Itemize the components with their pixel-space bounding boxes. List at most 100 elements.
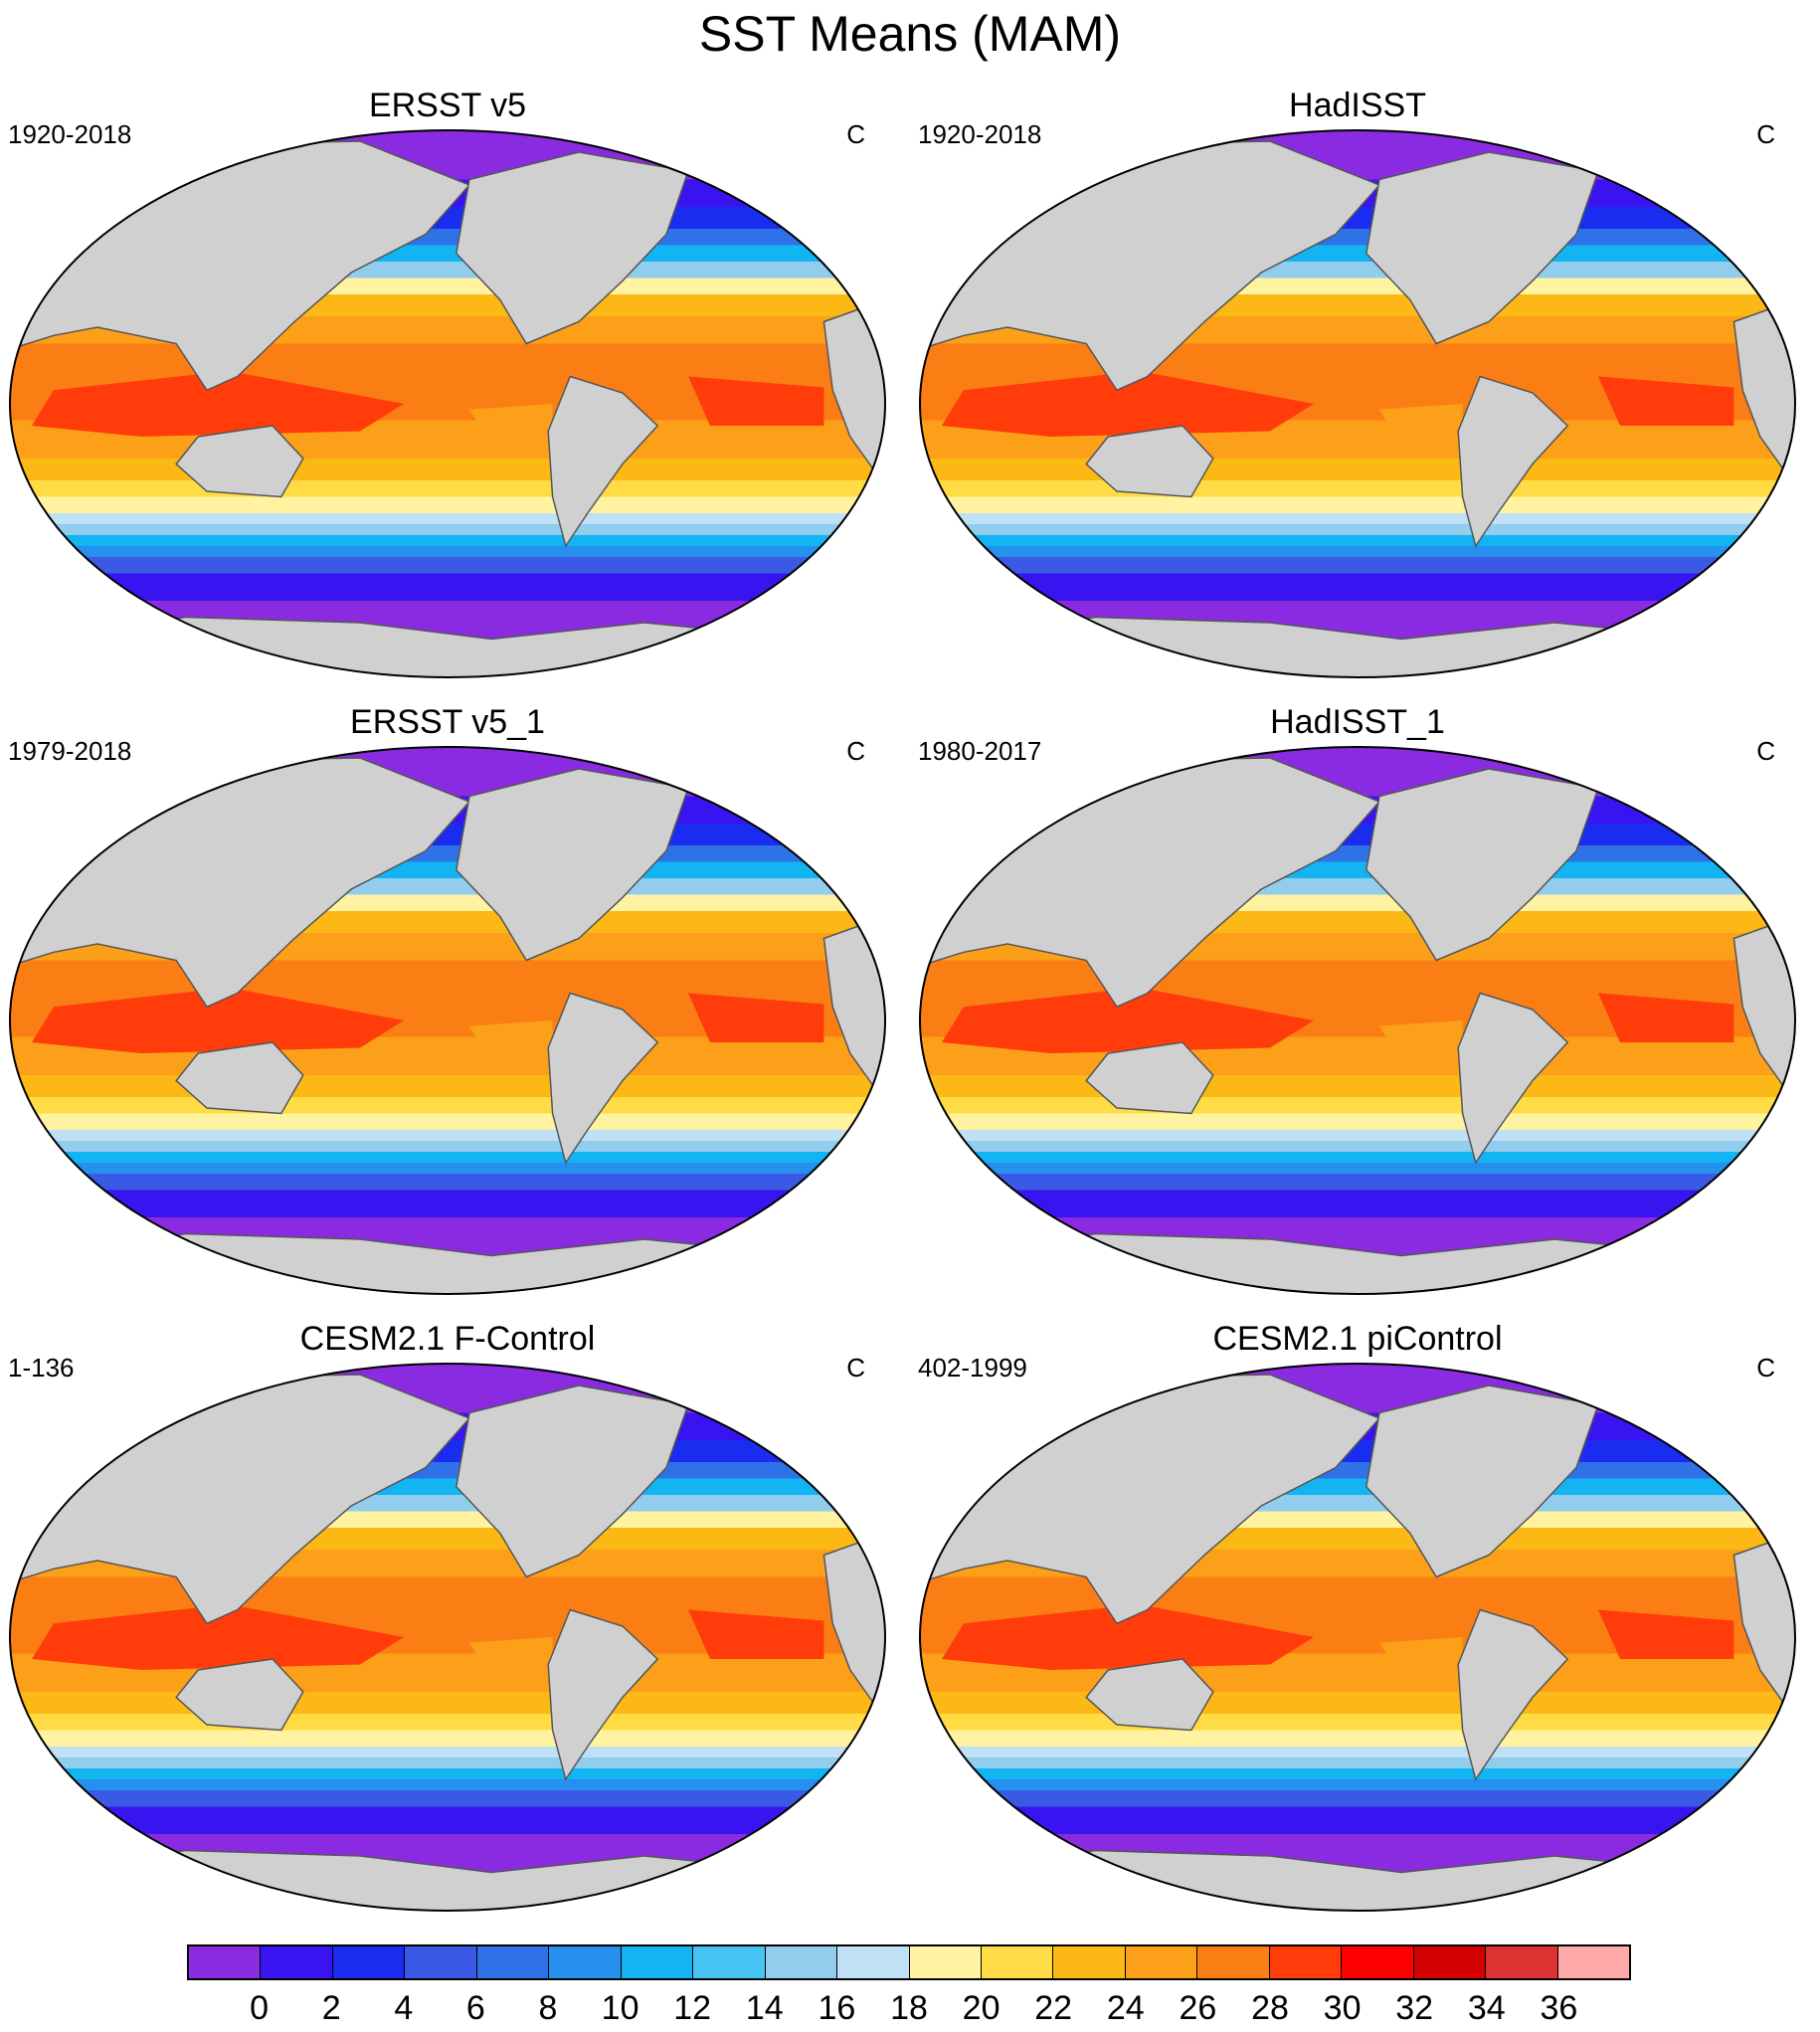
units-label: C — [1756, 119, 1775, 149]
colorbar-swatch — [621, 1946, 694, 1978]
sst-band — [10, 1141, 885, 1152]
sst-band — [10, 1075, 885, 1097]
sst-band — [10, 1779, 885, 1790]
sst-band — [920, 1364, 1795, 1413]
colorbar-swatch — [1125, 1946, 1198, 1978]
sst-warm-region — [688, 993, 824, 1042]
sst-band — [920, 747, 1795, 797]
colorbar-swatch — [332, 1946, 406, 1978]
colorbar-tick-label: 34 — [1467, 1989, 1506, 2027]
sst-band — [920, 496, 1795, 513]
sst-band — [10, 1714, 885, 1731]
colorbar-tick-label: 8 — [538, 1989, 558, 2027]
land-mass — [175, 1041, 304, 1115]
land-mass — [1457, 1608, 1569, 1781]
sst-band — [10, 524, 885, 535]
sst-warm-region — [688, 1609, 824, 1659]
sst-warm-region — [1379, 1637, 1463, 1665]
sst-warm-region — [32, 988, 404, 1053]
panel-title: ERSST v5_1 — [350, 703, 545, 741]
sst-band — [10, 1364, 885, 1413]
sst-band — [920, 1790, 1795, 1807]
sst-band — [10, 1757, 885, 1768]
sst-band — [10, 1806, 885, 1834]
land-mass — [1085, 1041, 1214, 1115]
colorbar-tick-label: 4 — [394, 1989, 414, 2027]
map-panel-ersst-v5: ERSST v5 1920-2018 C — [0, 86, 895, 692]
sst-warm-region — [1379, 1020, 1463, 1048]
figure-title: SST Means (MAM) — [698, 6, 1122, 62]
land-mass — [547, 992, 659, 1165]
sst-band — [920, 513, 1795, 524]
map-outline — [9, 1363, 886, 1912]
sst-warm-region — [469, 404, 553, 432]
sst-map — [9, 1363, 886, 1912]
sst-band — [10, 1790, 885, 1807]
period-label: 1979-2018 — [8, 736, 132, 766]
sst-band — [10, 130, 885, 180]
colorbar-swatch — [549, 1946, 622, 1978]
colorbar-swatch — [1342, 1946, 1414, 1978]
map-panel-cesm2-picontrol: CESM2.1 piControl 402-1999 C — [910, 1319, 1805, 1926]
colorbar-tick-label: 16 — [818, 1989, 856, 2027]
sst-band — [920, 130, 1795, 180]
land-mass — [455, 768, 689, 962]
period-label: 1920-2018 — [8, 119, 132, 149]
sst-warm-region — [688, 376, 824, 426]
sst-band — [920, 459, 1795, 480]
land-mass — [455, 1385, 689, 1578]
colorbar-tick-label: 18 — [890, 1989, 928, 2027]
colorbar-tick-label: 32 — [1395, 1989, 1434, 2027]
land-mass — [547, 375, 659, 548]
land-mass — [1365, 1385, 1599, 1578]
sst-band — [920, 480, 1795, 497]
land-mass — [1457, 375, 1569, 548]
colorbar-tick-label: 10 — [601, 1989, 639, 2027]
sst-band — [920, 1113, 1795, 1130]
sst-band — [920, 1130, 1795, 1141]
colorbar-swatch — [1557, 1946, 1630, 1978]
colorbar-swatch — [405, 1946, 477, 1978]
sst-band — [10, 513, 885, 524]
colorbar-swatch — [981, 1946, 1054, 1978]
colorbar: 0 2 4 6 8 10 12 14 16 18 20 22 24 26 28 30 32 34 36 — [187, 1944, 1631, 2032]
colorbar-swatch — [1486, 1946, 1558, 1978]
sst-warm-region — [32, 371, 404, 437]
sst-band — [920, 1163, 1795, 1174]
land-mass — [455, 151, 689, 345]
sst-warm-region — [1598, 993, 1734, 1042]
sst-map — [9, 129, 886, 678]
sst-band — [10, 1130, 885, 1141]
land-mass — [175, 1658, 304, 1732]
period-label: 402-1999 — [918, 1353, 1027, 1383]
colorbar-swatch — [909, 1946, 982, 1978]
sst-field — [920, 1364, 1795, 1911]
map-outline — [9, 746, 886, 1295]
units-label: C — [1756, 1353, 1775, 1383]
sst-band — [920, 557, 1795, 574]
units-label: C — [1756, 736, 1775, 766]
colorbar-swatch — [693, 1946, 766, 1978]
map-outline — [919, 129, 1796, 678]
land-mass — [547, 1608, 659, 1781]
sst-band — [10, 459, 885, 480]
sst-band — [920, 1152, 1795, 1163]
sst-band — [920, 1190, 1795, 1217]
colorbar-tick-label: 14 — [745, 1989, 784, 2027]
colorbar-tick-label: 2 — [321, 1989, 341, 2027]
units-label: C — [846, 119, 865, 149]
colorbar-tick-label: 22 — [1034, 1989, 1073, 2027]
colorbar-swatch — [1413, 1946, 1487, 1978]
sst-band — [10, 747, 885, 797]
colorbar-swatch — [476, 1946, 550, 1978]
sst-band — [10, 557, 885, 574]
colorbar-tick-label: 28 — [1251, 1989, 1289, 2027]
colorbar-tick-label: 0 — [250, 1989, 270, 2027]
sst-band — [10, 1768, 885, 1779]
sst-band — [10, 496, 885, 513]
sst-band — [920, 1806, 1795, 1834]
map-panel-hadisst: HadISST 1920-2018 C — [910, 86, 1805, 692]
colorbar-swatch — [765, 1946, 838, 1978]
sst-band — [10, 1190, 885, 1217]
sst-map — [9, 746, 886, 1295]
